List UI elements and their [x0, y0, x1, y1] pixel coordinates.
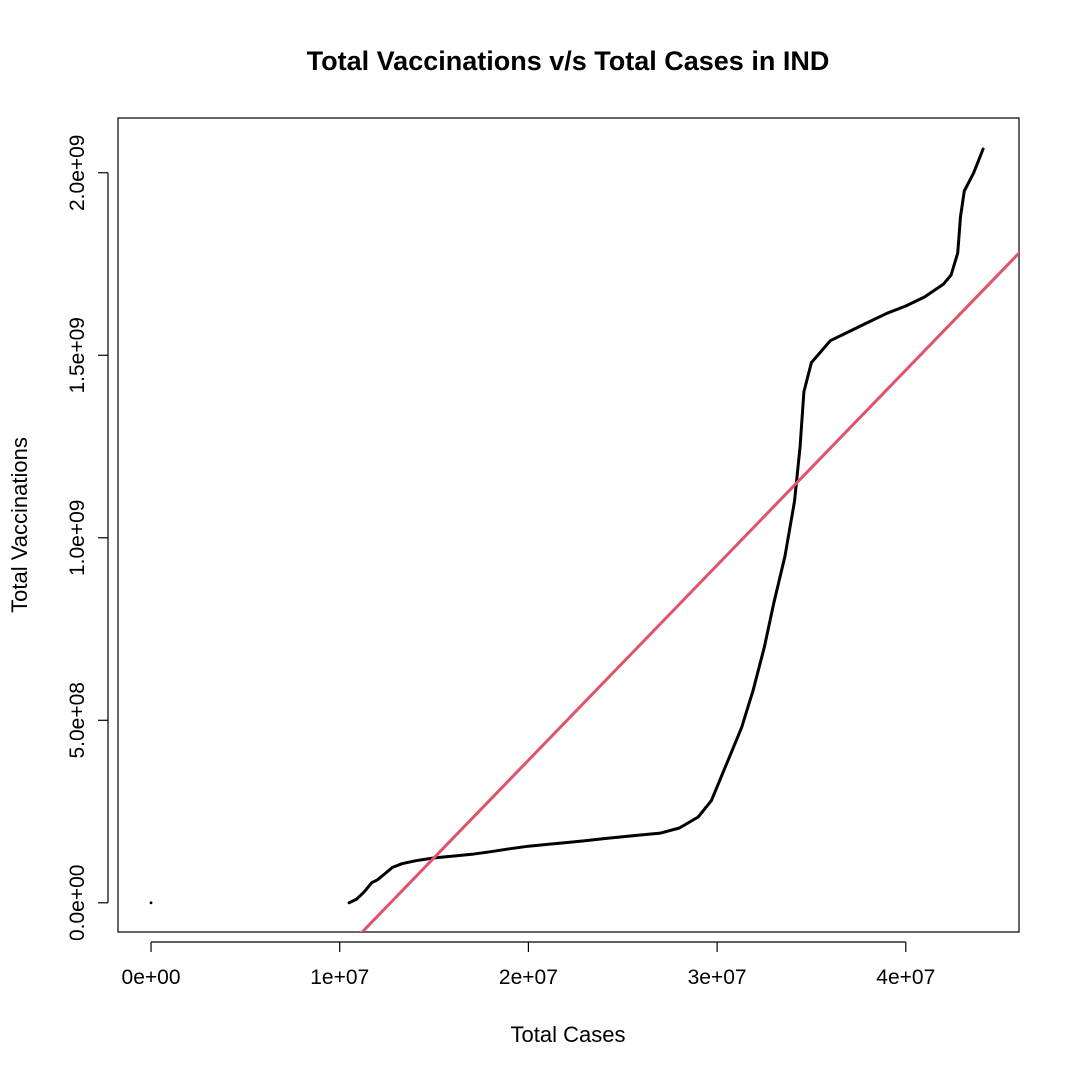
x-tick-label: 3e+07	[688, 966, 747, 989]
y-axis-label: Total Vaccinations	[7, 437, 32, 613]
x-tick-label: 4e+07	[876, 966, 935, 989]
x-axis: 0e+00 1e+07 2e+07 3e+07 4e+07	[122, 941, 935, 989]
series-layer	[149, 147, 1019, 932]
y-tick-label: 5.0e+08	[66, 682, 89, 759]
y-tick-label: 1.0e+09	[66, 500, 89, 577]
x-tick-label: 1e+07	[310, 966, 369, 989]
series-point	[149, 901, 153, 905]
y-tick-label: 1.5e+09	[66, 317, 89, 394]
x-tick-label: 2e+07	[499, 966, 558, 989]
y-axis: 0.0e+00 5.0e+08 1.0e+09 1.5e+09 2.0e+09	[66, 135, 109, 942]
y-tick-label: 2.0e+09	[66, 135, 89, 212]
series-line	[347, 147, 985, 905]
plot-frame	[117, 117, 1020, 933]
x-tick-label: 0e+00	[122, 966, 181, 989]
regression-line	[360, 251, 1019, 932]
chart-title: Total Vaccinations v/s Total Cases in IN…	[307, 46, 830, 76]
x-axis-label: Total Cases	[511, 1022, 626, 1047]
y-tick-label: 0.0e+00	[66, 865, 89, 942]
